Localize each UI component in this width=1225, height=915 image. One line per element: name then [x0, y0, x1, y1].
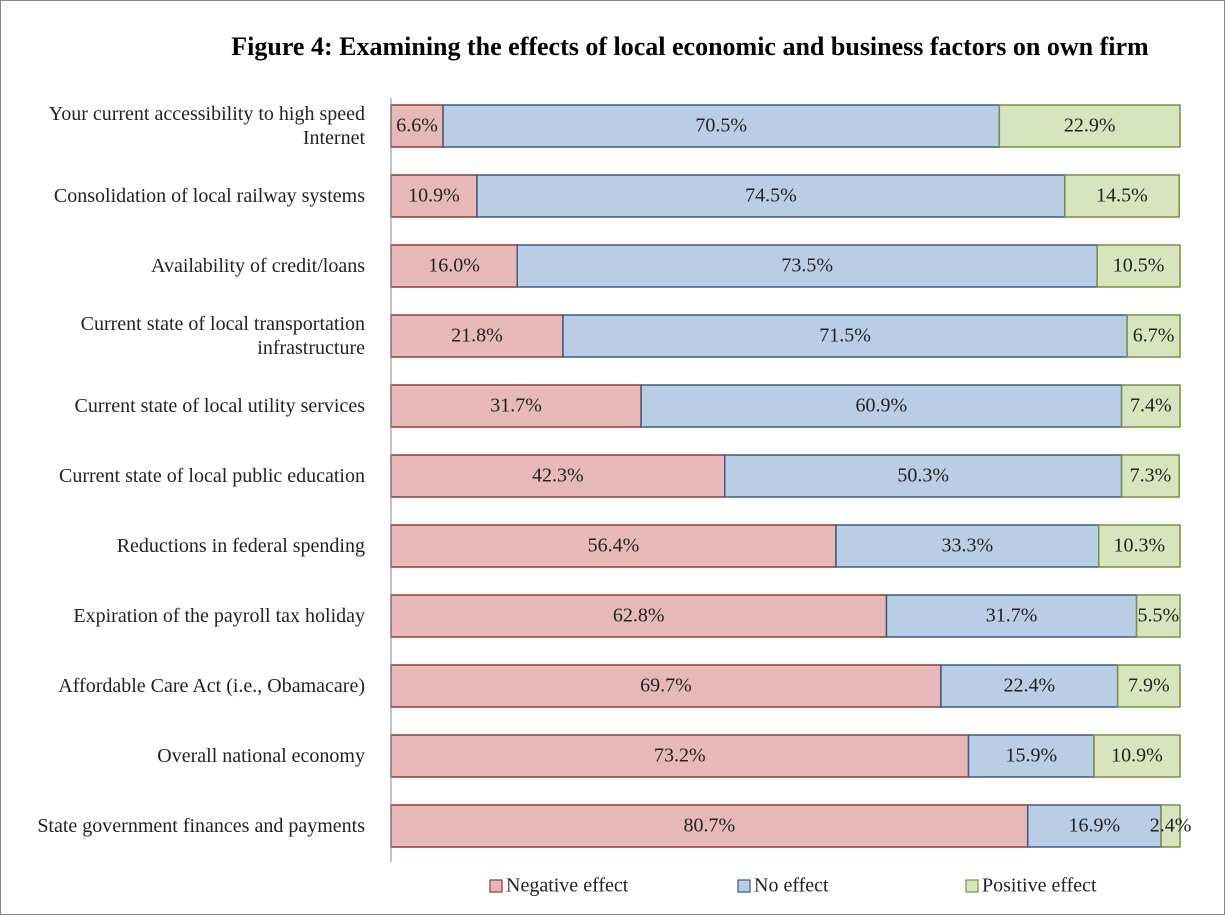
data-label: 73.5%: [781, 255, 833, 277]
data-label: 56.4%: [588, 535, 640, 557]
bar-segment: [476, 174, 1066, 218]
bar-segment: [885, 594, 1138, 638]
bar-segment: [1096, 244, 1181, 288]
legend-swatch: [489, 879, 503, 893]
data-label: 62.8%: [613, 605, 665, 627]
data-label: 7.4%: [1130, 395, 1172, 417]
data-label: 7.9%: [1128, 675, 1170, 697]
category-label: Your current accessibility to high speed…: [48, 103, 365, 149]
bar-segment: [1064, 174, 1180, 218]
category-label: Current state of local public education: [58, 465, 365, 487]
legend-label: Positive effect: [982, 875, 1097, 897]
category-label: Expiration of the payroll tax holiday: [73, 605, 365, 627]
category-label: Overall national economy: [157, 745, 365, 767]
bar-segment: [390, 384, 642, 428]
category-label: Consolidation of local railway systems: [53, 185, 365, 207]
bar-segment: [1126, 314, 1181, 358]
bar-segment: [390, 174, 478, 218]
data-label: 16.0%: [428, 255, 480, 277]
bar-segment: [1120, 454, 1180, 498]
bar-segment: [390, 524, 837, 568]
data-label: 22.4%: [1003, 675, 1055, 697]
bar-segment: [967, 734, 1095, 778]
data-label: 73.2%: [654, 745, 706, 767]
data-label: 5.5%: [1137, 605, 1179, 627]
bar-segment: [640, 384, 1123, 428]
bar-segment: [390, 104, 444, 148]
legend-label: No effect: [754, 875, 829, 897]
bar-segment: [1026, 804, 1162, 848]
legend-swatch: [965, 879, 979, 893]
bar-segment: [1120, 384, 1181, 428]
bar-segment: [998, 104, 1181, 148]
bar-segment: [562, 314, 1128, 358]
data-label: 80.7%: [684, 815, 736, 837]
category-label: State government finances and payments: [37, 815, 365, 837]
legend-swatch: [737, 879, 751, 893]
data-label: 31.7%: [986, 605, 1038, 627]
category-label: Affordable Care Act (i.e., Obamacare): [58, 675, 365, 697]
data-label: 22.9%: [1064, 115, 1116, 137]
data-label: 74.5%: [745, 185, 797, 207]
data-label: 31.7%: [490, 395, 542, 417]
data-label: 6.6%: [396, 115, 438, 137]
data-label: 71.5%: [819, 325, 871, 347]
chart-title: Figure 4: Examining the effects of local…: [231, 32, 1149, 61]
bar-segment: [390, 314, 564, 358]
data-label: 10.3%: [1114, 535, 1166, 557]
bar-segment: [390, 734, 970, 778]
data-label: 10.5%: [1113, 255, 1165, 277]
bar-segment: [835, 524, 1100, 568]
data-label: 60.9%: [856, 395, 908, 417]
bar-segment: [390, 244, 518, 288]
data-label: 10.9%: [408, 185, 460, 207]
bar-segment: [723, 454, 1123, 498]
data-label: 7.3%: [1130, 465, 1172, 487]
data-label: 69.7%: [640, 675, 692, 697]
data-label: 50.3%: [897, 465, 949, 487]
category-label: Current state of local utility services: [74, 395, 365, 417]
data-label: 14.5%: [1096, 185, 1148, 207]
bar-segment: [1116, 664, 1181, 708]
bar-segment: [1135, 594, 1181, 638]
data-label: 70.5%: [695, 115, 747, 137]
category-label: Reductions in federal spending: [116, 535, 365, 557]
bar-segment: [516, 244, 1098, 288]
data-label: 33.3%: [942, 535, 994, 557]
category-label: Current state of local transportation in…: [80, 313, 365, 359]
bar-segment: [390, 664, 942, 708]
data-label: 10.9%: [1111, 745, 1163, 767]
data-label: 16.9%: [1069, 815, 1121, 837]
data-label: 2.4%: [1150, 815, 1192, 837]
bar-segment: [1093, 734, 1181, 778]
data-label: 21.8%: [451, 325, 503, 347]
data-label: 42.3%: [532, 465, 584, 487]
bar-segment: [390, 454, 726, 498]
legend-label: Negative effect: [506, 875, 629, 897]
data-label: 15.9%: [1005, 745, 1057, 767]
data-label: 6.7%: [1133, 325, 1175, 347]
category-label: Availability of credit/loans: [150, 255, 365, 277]
bar-segment: [1160, 804, 1181, 848]
bar-segment: [940, 664, 1119, 708]
bar-segment: [1097, 524, 1181, 568]
